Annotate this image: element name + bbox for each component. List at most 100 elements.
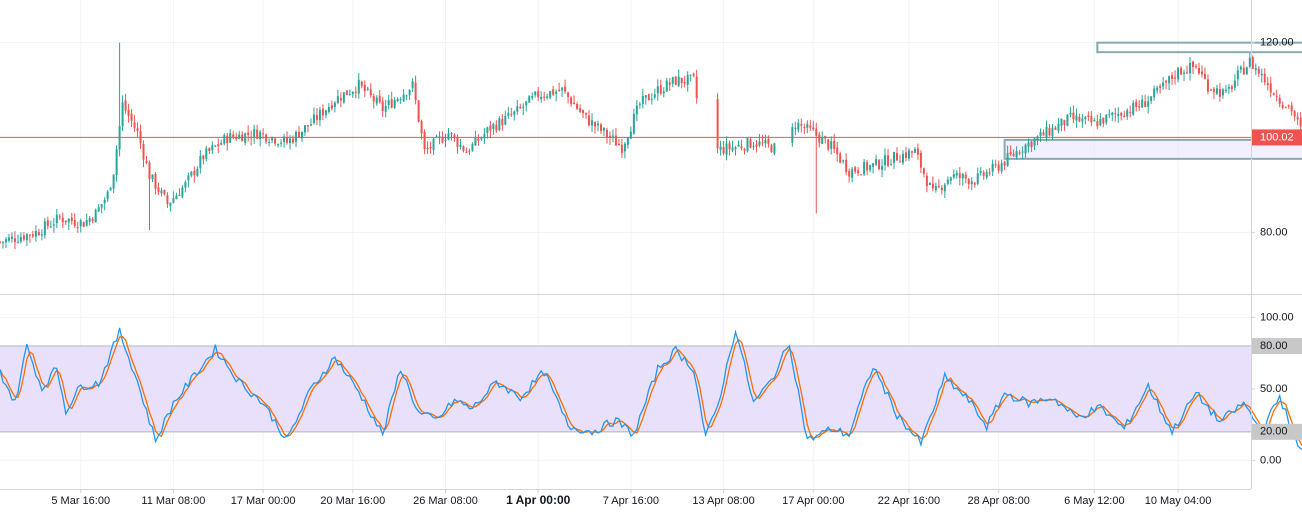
candle-body [381, 101, 384, 111]
candle [414, 75, 417, 105]
candle [1162, 76, 1165, 90]
candle [755, 139, 758, 153]
candle-body [148, 162, 151, 180]
candle-body [175, 195, 178, 200]
candle [597, 120, 599, 132]
candle [369, 83, 372, 98]
candle-body [375, 97, 378, 104]
candle-body [1144, 101, 1147, 107]
time-tick-label: 7 Apr 16:00 [603, 495, 659, 507]
candle [656, 79, 659, 101]
candle [342, 92, 345, 104]
candle [516, 99, 519, 115]
candle [327, 103, 330, 114]
candle [1090, 111, 1093, 127]
candle [764, 134, 767, 148]
candle [55, 208, 58, 229]
price-axis[interactable]: 120.00 80.00 100.02 [1251, 37, 1302, 239]
candle [235, 132, 238, 141]
candle [1078, 113, 1081, 123]
candle [1275, 89, 1278, 102]
candle-body [893, 151, 896, 163]
candle [142, 140, 145, 168]
candle [617, 138, 620, 146]
candle [43, 218, 46, 239]
candle-body [507, 112, 510, 116]
candle [1296, 112, 1299, 126]
candle-body [417, 100, 420, 122]
time-tick-label: 10 May 04:00 [1145, 495, 1212, 507]
candle [863, 159, 866, 176]
overbought-oversold-band [0, 346, 1251, 432]
candle-body [875, 159, 878, 165]
resistance-zone[interactable] [1096, 41, 1302, 54]
candle-body [695, 76, 698, 99]
candle-body [851, 168, 854, 178]
candle [10, 232, 13, 243]
candle [540, 91, 543, 103]
candle-body [552, 89, 555, 95]
candle [668, 77, 671, 91]
candle [567, 91, 570, 104]
candle [303, 125, 306, 137]
candle-body [910, 151, 913, 153]
candle-body [1030, 141, 1033, 148]
candle-body [1093, 119, 1096, 122]
candle [184, 180, 187, 193]
candle-body [1162, 82, 1165, 87]
candle [247, 125, 250, 142]
candle-body [982, 172, 985, 176]
candle [919, 150, 922, 173]
candle [1096, 114, 1099, 130]
candle-body [136, 128, 139, 131]
candle [632, 108, 635, 135]
support-zone[interactable] [1003, 138, 1302, 160]
support-box[interactable] [1003, 138, 1302, 160]
time-tick-label: 6 May 12:00 [1064, 495, 1125, 507]
candle [459, 138, 462, 150]
candle-body [450, 133, 453, 135]
candle [1018, 149, 1021, 156]
candle-body [1087, 115, 1090, 118]
time-tick-label: 1 Apr 00:00 [506, 493, 571, 507]
candle [1281, 101, 1284, 110]
time-axis[interactable]: 5 Mar 16:00 11 Mar 08:00 17 Mar 00:00 20 Ma… [51, 489, 1211, 507]
candle [292, 135, 295, 145]
candle [109, 187, 112, 191]
candle [1171, 72, 1174, 85]
candle-body [1177, 67, 1180, 80]
candle-body [202, 155, 205, 160]
candle-body [268, 142, 271, 144]
band-lower-tag [1252, 423, 1302, 440]
candle-body [887, 155, 890, 166]
candle [396, 97, 399, 103]
candle-body [904, 152, 907, 158]
resistance-box[interactable] [1096, 41, 1302, 54]
candle-body [1248, 57, 1251, 67]
candle-body [731, 147, 734, 151]
candle-body [510, 114, 513, 116]
candle [558, 82, 561, 92]
candle-body [1081, 118, 1084, 122]
price-tick-label: 80.00 [1260, 226, 1288, 238]
candle [366, 86, 369, 92]
candle-body [988, 172, 991, 174]
candle [1186, 65, 1189, 74]
candle-body [620, 144, 623, 154]
candle-body [7, 237, 10, 241]
band-lower-tag-label: 20.00 [1260, 426, 1288, 438]
pane-separator[interactable] [0, 0, 1302, 490]
candle-body [597, 123, 599, 126]
candle-body [1006, 153, 1009, 166]
candle-body [1239, 66, 1242, 70]
candle [157, 182, 160, 196]
candle [824, 135, 827, 144]
candle-body [671, 77, 674, 84]
stochastic-axis[interactable]: 100.00 50.00 0.00 80.00 20.00 [1251, 311, 1302, 466]
time-tick-label: 26 Mar 08:00 [413, 495, 478, 507]
candle-body [217, 144, 220, 147]
candle [360, 80, 363, 89]
candle-body [52, 224, 55, 226]
